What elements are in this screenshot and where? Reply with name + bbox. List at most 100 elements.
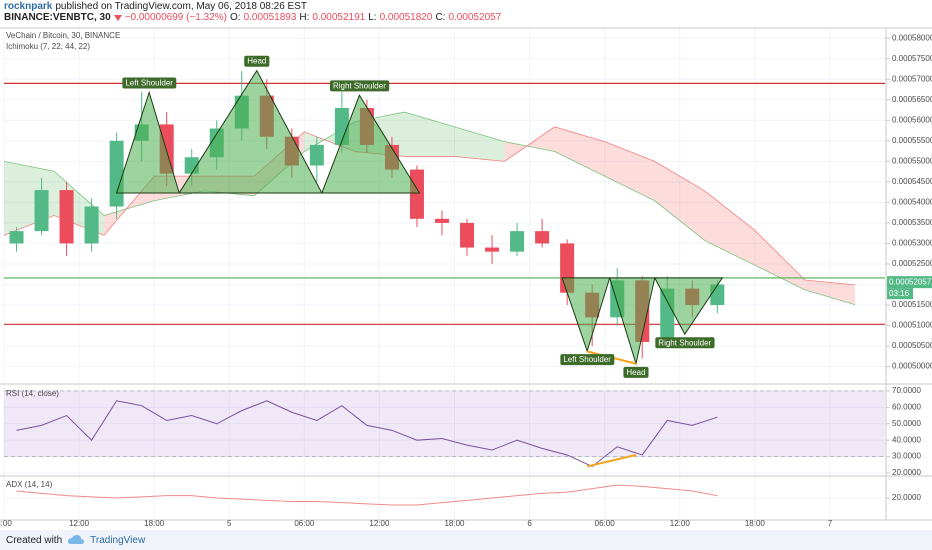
indicator-title: Ichimoku (7, 22, 44, 22) bbox=[6, 42, 90, 51]
y-tick-label: 0.00051000 bbox=[892, 321, 932, 330]
annotation: Head bbox=[244, 55, 270, 67]
x-tick-label: 5 bbox=[227, 519, 232, 528]
last-price-box bbox=[887, 276, 932, 289]
y-tick-label: 40.0000 bbox=[892, 435, 921, 444]
annotation-label: Head bbox=[626, 368, 645, 377]
pattern-triangle bbox=[115, 90, 180, 194]
candle-body bbox=[409, 169, 424, 219]
candle-body bbox=[485, 247, 500, 252]
y-tick-label: 0.00050500 bbox=[892, 341, 932, 350]
annotation: Right Shoulder bbox=[329, 80, 390, 92]
candle-body bbox=[84, 206, 99, 244]
annotation: Right Shoulder bbox=[655, 337, 715, 349]
timer-box bbox=[887, 288, 913, 300]
cloud-segment bbox=[654, 161, 705, 241]
rsi-band bbox=[4, 390, 885, 457]
published: published on TradingView.com, May 06, 20… bbox=[55, 1, 307, 12]
candle-body bbox=[460, 222, 475, 248]
annotation: Left Shoulder bbox=[122, 77, 177, 89]
indicator-line bbox=[16, 484, 718, 506]
y-tick-label: 0.00053000 bbox=[892, 239, 932, 248]
annotation-box bbox=[122, 77, 177, 89]
ohlc-key: H: bbox=[299, 12, 310, 23]
author: rocknpark bbox=[4, 1, 53, 12]
cloud-segment bbox=[454, 126, 505, 162]
symbol: BINANCE:VENBTC, 30 bbox=[4, 12, 111, 23]
candle-body bbox=[34, 190, 49, 232]
chart: Left Shoulder Head Right Shoulder Left Shou… bbox=[0, 27, 932, 529]
annotation-label: Left Shoulder bbox=[563, 355, 611, 364]
y-tick-label: 0.00055500 bbox=[892, 136, 932, 145]
axes: 3:00 12:00 18:00 5 06:00 12:00 18:00 6 06:00 12:0… bbox=[0, 27, 932, 528]
x-tick-label: 06:00 bbox=[595, 519, 616, 528]
annotation: Head bbox=[623, 366, 649, 378]
y-tick-label: 60.0000 bbox=[892, 402, 921, 411]
y-tick-label: 0.00054500 bbox=[892, 177, 932, 186]
x-tick-label: 18:00 bbox=[144, 519, 165, 528]
y-tick-label: 0.00054000 bbox=[892, 198, 932, 207]
x-tick-label: 6 bbox=[527, 519, 532, 528]
annotation-label: Right Shoulder bbox=[333, 81, 386, 90]
x-tick-label: 18:00 bbox=[444, 519, 465, 528]
candle-body bbox=[510, 231, 525, 252]
y-tick-label: 0.00057000 bbox=[892, 74, 932, 83]
y-tick-label: 0.00056000 bbox=[892, 115, 932, 124]
pattern-triangle bbox=[609, 277, 656, 366]
annotation-box bbox=[560, 354, 615, 366]
pattern-triangle bbox=[178, 69, 323, 194]
ohlc-value: 0.00052191 bbox=[312, 12, 366, 23]
cloud-segment bbox=[804, 279, 855, 305]
y-tick-label: 0.00050000 bbox=[892, 362, 932, 371]
trend-line bbox=[586, 453, 637, 468]
x-tick-label: 12:00 bbox=[69, 519, 90, 528]
y-tick-label: 0.00055000 bbox=[892, 156, 932, 165]
logo bbox=[68, 535, 85, 544]
y-tick-label: 0.00052500 bbox=[892, 259, 932, 268]
annotation-label: Left Shoulder bbox=[125, 79, 173, 88]
x-tick-label: 12:00 bbox=[670, 519, 691, 528]
header: rocknpark published on TradingView.com, M… bbox=[4, 1, 501, 23]
ohlc-key: C: bbox=[435, 12, 446, 23]
annotation: Left Shoulder bbox=[560, 354, 615, 366]
rsi-title: RSI (14, close) bbox=[6, 389, 59, 398]
candle-body bbox=[309, 144, 324, 166]
indicator-line bbox=[16, 400, 718, 468]
pattern-triangle bbox=[653, 277, 724, 336]
annotation-label: Right Shoulder bbox=[658, 338, 711, 347]
y-tick-label: 70.0000 bbox=[892, 386, 921, 395]
x-tick-label: 12:00 bbox=[369, 519, 390, 528]
annotation-label: Head bbox=[247, 57, 266, 66]
change: −0.00000699 (−1.32%) bbox=[124, 12, 227, 23]
ohlc-key: L: bbox=[368, 12, 377, 23]
y-tick-label: 0.00057500 bbox=[892, 54, 932, 63]
x-tick-label: 18:00 bbox=[745, 519, 766, 528]
pattern-triangle bbox=[561, 277, 611, 353]
ohlc-value: 0.00052057 bbox=[448, 12, 502, 23]
created-with: Created with bbox=[6, 534, 63, 546]
cloud-segment bbox=[754, 230, 805, 290]
last-price-label: 0.00052057 bbox=[889, 277, 932, 286]
y-tick-label: 0.00056500 bbox=[892, 95, 932, 104]
candle-body bbox=[434, 218, 449, 223]
y-tick-label: 0.00058000 bbox=[892, 33, 932, 42]
annotation-box bbox=[623, 366, 649, 378]
marks: Left Shoulder Head Right Shoulder Left Shou… bbox=[3, 55, 885, 506]
cloud-segment bbox=[554, 126, 605, 177]
x-tick-label: 7 bbox=[828, 519, 833, 528]
brand: TradingView bbox=[90, 534, 146, 546]
annotation-box bbox=[244, 55, 270, 67]
ohlc-key: O: bbox=[230, 12, 241, 23]
ohlc-value: 0.00051820 bbox=[379, 12, 433, 23]
pattern-triangle bbox=[321, 94, 421, 194]
candle-body bbox=[109, 140, 124, 207]
y-tick-label: 0.00051500 bbox=[892, 300, 932, 309]
x-tick-label: 06:00 bbox=[294, 519, 315, 528]
annotation-box bbox=[329, 80, 390, 92]
y-tick-label: 0.00053500 bbox=[892, 218, 932, 227]
timer-label: 03:16 bbox=[889, 289, 910, 298]
footer: Created with TradingView bbox=[0, 530, 932, 550]
y-tick-label: 20.0000 bbox=[892, 493, 921, 502]
candle-body bbox=[59, 190, 74, 244]
cloud-line bbox=[3, 111, 856, 305]
